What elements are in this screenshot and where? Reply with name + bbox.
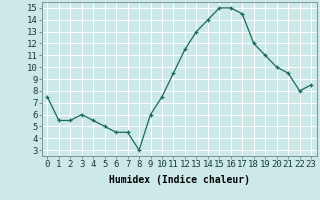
X-axis label: Humidex (Indice chaleur): Humidex (Indice chaleur) bbox=[109, 175, 250, 185]
